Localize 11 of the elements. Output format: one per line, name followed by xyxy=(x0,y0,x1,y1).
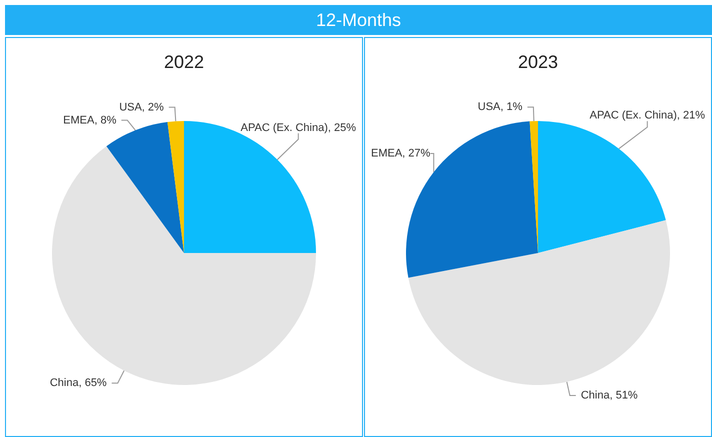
slice-label: EMEA, 27% xyxy=(371,148,431,160)
slice-label: APAC (Ex. China), 25% xyxy=(240,122,356,134)
chart-title: 2023 xyxy=(518,52,558,72)
slice-label: China, 65% xyxy=(50,377,107,390)
slice-label: USA, 1% xyxy=(478,101,523,114)
slice-label: APAC (Ex. China), 21% xyxy=(590,110,706,122)
text: 12-Months xyxy=(5,5,712,35)
chart-title: 2022 xyxy=(164,52,204,72)
slice-label: China, 51% xyxy=(580,389,638,402)
slice-label: EMEA, 8% xyxy=(63,114,117,126)
slice-label: USA, 2% xyxy=(119,101,164,114)
